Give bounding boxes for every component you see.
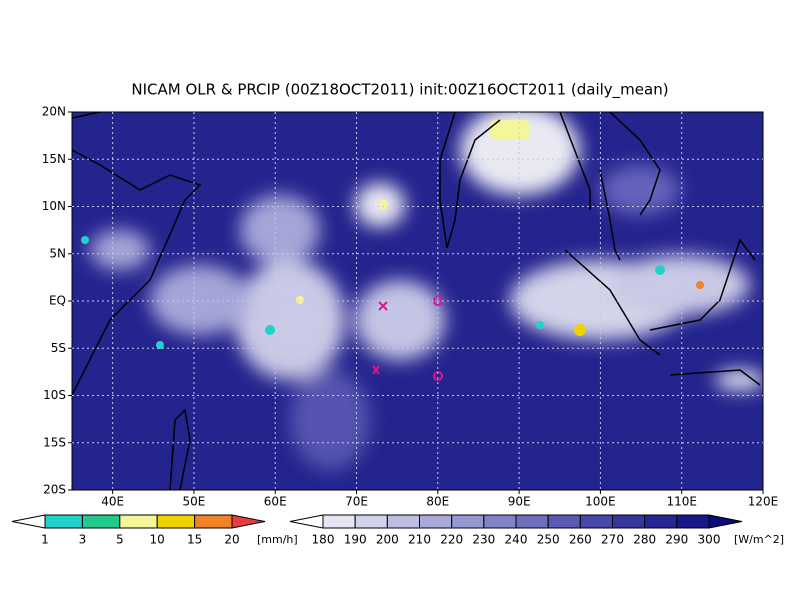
olr-legend-label: 220 xyxy=(440,533,463,547)
olr-legend-unit: [W/m^2] xyxy=(734,533,784,546)
olr-legend-box xyxy=(419,514,453,529)
map xyxy=(72,112,763,490)
olr-legend-end xyxy=(708,514,743,529)
lon-label: 90E xyxy=(508,495,531,509)
lon-label: 50E xyxy=(183,495,206,509)
olr-legend-label: 200 xyxy=(376,533,399,547)
lon-label: 40E xyxy=(101,495,124,509)
precip-legend-label: 15 xyxy=(187,533,202,547)
olr-legend-label: 270 xyxy=(601,533,624,547)
lat-label: 15N xyxy=(42,152,66,166)
olr-legend-box xyxy=(676,514,710,529)
olr-legend-box xyxy=(547,514,581,529)
olr-legend-box xyxy=(515,514,549,529)
precip-legend-label: 3 xyxy=(79,533,87,547)
olr-legend-label: 230 xyxy=(472,533,495,547)
lon-label: 120E xyxy=(748,495,779,509)
olr-legend-end xyxy=(289,514,324,529)
olr-legend-label: 290 xyxy=(665,533,688,547)
olr-legend-box xyxy=(354,514,388,529)
olr-legend-box xyxy=(579,514,613,529)
olr-legend-label: 280 xyxy=(633,533,656,547)
olr-legend-box xyxy=(612,514,646,529)
olr-legend-label: 260 xyxy=(569,533,592,547)
precip-legend-unit: [mm/h] xyxy=(257,533,298,546)
lat-label: 20S xyxy=(43,483,66,497)
precip-legend-box xyxy=(119,514,158,529)
olr-legend-box xyxy=(644,514,678,529)
olr-legend-label: 250 xyxy=(537,533,560,547)
olr-legend-box xyxy=(451,514,485,529)
olr-legend-label: 210 xyxy=(408,533,431,547)
precip-legend-label: 10 xyxy=(150,533,165,547)
precip-legend-box xyxy=(44,514,83,529)
olr-legend-box xyxy=(483,514,517,529)
precip-legend-label: 5 xyxy=(116,533,124,547)
lat-label: 10S xyxy=(43,388,66,402)
lat-label: 15S xyxy=(43,435,66,449)
lat-label: 5S xyxy=(51,341,66,355)
precip-legend-box xyxy=(194,514,233,529)
lon-label: 110E xyxy=(666,495,697,509)
title: NICAM OLR & PRCIP (00Z18OCT2011) init:00… xyxy=(131,81,668,100)
precip-legend-label: 20 xyxy=(224,533,239,547)
olr-legend-label: 300 xyxy=(698,533,721,547)
precip-legend-end xyxy=(231,514,266,529)
precip-legend-label: 1 xyxy=(41,533,49,547)
lon-label: 60E xyxy=(264,495,287,509)
lat-label: 20N xyxy=(42,105,66,119)
olr-legend-box xyxy=(386,514,421,529)
lon-label: 80E xyxy=(426,495,449,509)
precip-legend-box xyxy=(156,514,196,529)
lon-label: 70E xyxy=(345,495,368,509)
lon-label: 100E xyxy=(585,495,616,509)
olr-legend-label: 180 xyxy=(312,533,335,547)
lat-label: EQ xyxy=(49,294,66,308)
lat-label: 10N xyxy=(42,199,66,213)
precip-legend-end xyxy=(11,514,46,529)
olr-legend-label: 190 xyxy=(344,533,367,547)
olr-legend-box xyxy=(322,514,356,529)
olr-legend-label: 240 xyxy=(505,533,528,547)
precip-legend-box xyxy=(81,514,121,529)
lat-label: 5N xyxy=(49,246,66,260)
